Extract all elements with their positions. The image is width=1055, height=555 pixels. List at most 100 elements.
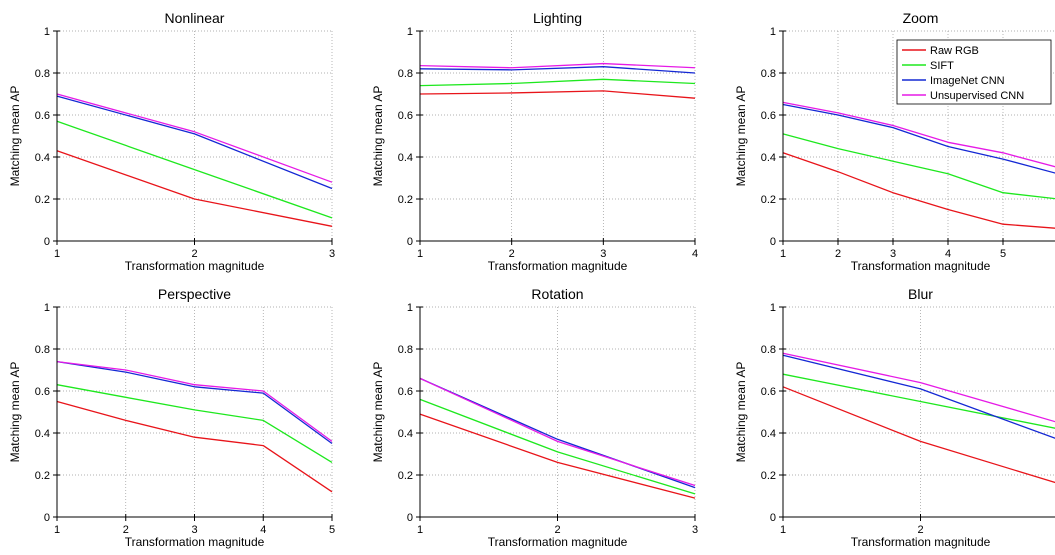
x-axis-label: Transformation magnitude <box>488 259 628 273</box>
x-tick-label: 3 <box>191 524 197 536</box>
x-tick-label: 4 <box>692 248 698 260</box>
y-tick-label: 0.2 <box>398 194 413 206</box>
x-axis-label: Transformation magnitude <box>851 535 991 549</box>
y-tick-label: 0.6 <box>761 386 776 398</box>
x-tick-label: 3 <box>692 524 698 536</box>
y-tick-label: 0.4 <box>398 428 413 440</box>
y-tick-label: 1 <box>407 26 413 38</box>
y-tick-label: 0.2 <box>398 470 413 482</box>
legend-label-unsupervised-cnn: Unsupervised CNN <box>930 90 1024 102</box>
series-line-unsupervised-cnn <box>56 93 333 183</box>
y-axis-label: Matching mean AP <box>371 86 385 187</box>
panel-rotation: 0 0.2 0.4 0.6 0.8 1 1 2 3 Rotation Transformation … <box>371 286 698 549</box>
x-tick-label: 3 <box>600 248 606 260</box>
y-tick-label: 0.6 <box>398 110 413 122</box>
y-tick-label: 0.8 <box>761 68 776 80</box>
y-tick-label: 0.2 <box>761 470 776 482</box>
series-line-imagenet-cnn <box>782 103 1055 174</box>
series-line-raw-rgb <box>56 150 333 227</box>
series-line-raw-rgb <box>419 90 696 99</box>
chart-title: Blur <box>908 286 933 302</box>
x-tick-label: 2 <box>123 524 129 536</box>
panel-perspective: 0 0.2 0.4 0.6 0.8 1 1 2 3 4 5 Perspective Transforma… <box>8 286 335 549</box>
x-axis-label: Transformation magnitude <box>488 535 628 549</box>
y-tick-label: 0 <box>44 236 50 248</box>
x-tick-label: 1 <box>780 248 786 260</box>
x-axis-label: Transformation magnitude <box>125 259 265 273</box>
chart-title: Lighting <box>533 10 582 26</box>
series-line-raw-rgb <box>782 386 1055 484</box>
y-tick-label: 0.2 <box>35 470 50 482</box>
x-tick-label: 2 <box>191 248 197 260</box>
y-tick-label: 0 <box>770 236 776 248</box>
y-tick-label: 0.8 <box>761 344 776 356</box>
x-tick-label: 1 <box>54 524 60 536</box>
y-tick-label: 0.4 <box>761 428 776 440</box>
y-tick-label: 1 <box>770 26 776 38</box>
x-tick-label: 1 <box>780 524 786 536</box>
series-line-unsupervised-cnn <box>419 62 696 69</box>
y-axis-label: Matching mean AP <box>734 86 748 187</box>
panel-blur: 00.20.40.60.81123BlurTransformation magn… <box>734 286 1055 549</box>
y-tick-label: 0.8 <box>35 68 50 80</box>
x-tick-label: 4 <box>945 248 951 260</box>
legend-label-imagenet-cnn: ImageNet CNN <box>930 75 1005 87</box>
y-axis-label: Matching mean AP <box>371 362 385 463</box>
series-line-sift <box>782 373 1055 429</box>
x-tick-label: 1 <box>417 248 423 260</box>
y-tick-label: 0 <box>407 512 413 524</box>
series-line-raw-rgb <box>782 152 1055 229</box>
y-tick-label: 0.4 <box>35 428 50 440</box>
chart-title: Rotation <box>531 286 583 302</box>
y-tick-label: 0.8 <box>35 344 50 356</box>
plot-area <box>419 306 696 518</box>
y-tick-label: 0 <box>44 512 50 524</box>
series-line-unsupervised-cnn <box>419 377 696 487</box>
x-tick-label: 5 <box>1000 248 1006 260</box>
x-axis-label: Transformation magnitude <box>125 535 265 549</box>
series-line-unsupervised-cnn <box>782 352 1055 423</box>
y-tick-label: 0.2 <box>35 194 50 206</box>
series-line-imagenet-cnn <box>419 66 696 74</box>
legend-label-raw-rgb: Raw RGB <box>930 45 979 57</box>
y-tick-label: 0.6 <box>761 110 776 122</box>
series-line-imagenet-cnn <box>782 354 1055 439</box>
x-tick-label: 4 <box>260 524 266 536</box>
x-tick-label: 2 <box>509 248 515 260</box>
series-line-unsupervised-cnn <box>56 360 333 442</box>
series-line-sift <box>419 398 696 495</box>
series-line-sift <box>56 384 333 463</box>
y-tick-label: 0.6 <box>35 386 50 398</box>
y-tick-label: 0.6 <box>398 386 413 398</box>
panel-nonlinear: 0 0.2 0.4 0.6 0.8 1 1 2 3 Nonlinear Transformation… <box>8 10 335 273</box>
y-tick-label: 1 <box>44 26 50 38</box>
y-tick-label: 0.4 <box>398 152 413 164</box>
x-tick-label: 3 <box>890 248 896 260</box>
y-tick-label: 0 <box>770 512 776 524</box>
y-axis-label: Matching mean AP <box>8 86 22 187</box>
series-line-sift <box>782 133 1055 200</box>
plot-area <box>56 306 333 518</box>
series-line-imagenet-cnn <box>56 360 333 445</box>
y-tick-label: 0.4 <box>761 152 776 164</box>
y-tick-label: 0.8 <box>398 344 413 356</box>
y-tick-label: 0.2 <box>761 194 776 206</box>
chart-title: Zoom <box>903 10 939 26</box>
y-axis-label: Matching mean AP <box>734 362 748 463</box>
x-axis-label: Transformation magnitude <box>851 259 991 273</box>
series-line-raw-rgb <box>56 400 333 493</box>
x-tick-label: 2 <box>554 524 560 536</box>
series-line-sift <box>419 78 696 87</box>
y-tick-label: 0.6 <box>35 110 50 122</box>
x-tick-label: 5 <box>329 524 335 536</box>
series-line-unsupervised-cnn <box>782 101 1055 168</box>
y-tick-label: 0.4 <box>35 152 50 164</box>
y-tick-label: 0.8 <box>398 68 413 80</box>
panel-zoom: 00.20.40.60.81123456ZoomTransformation m… <box>734 10 1055 273</box>
legend-label-sift: SIFT <box>930 60 954 72</box>
plot-area <box>782 306 1055 518</box>
plot-area <box>419 30 696 242</box>
series-line-raw-rgb <box>419 413 696 499</box>
chart-title: Nonlinear <box>165 10 225 26</box>
